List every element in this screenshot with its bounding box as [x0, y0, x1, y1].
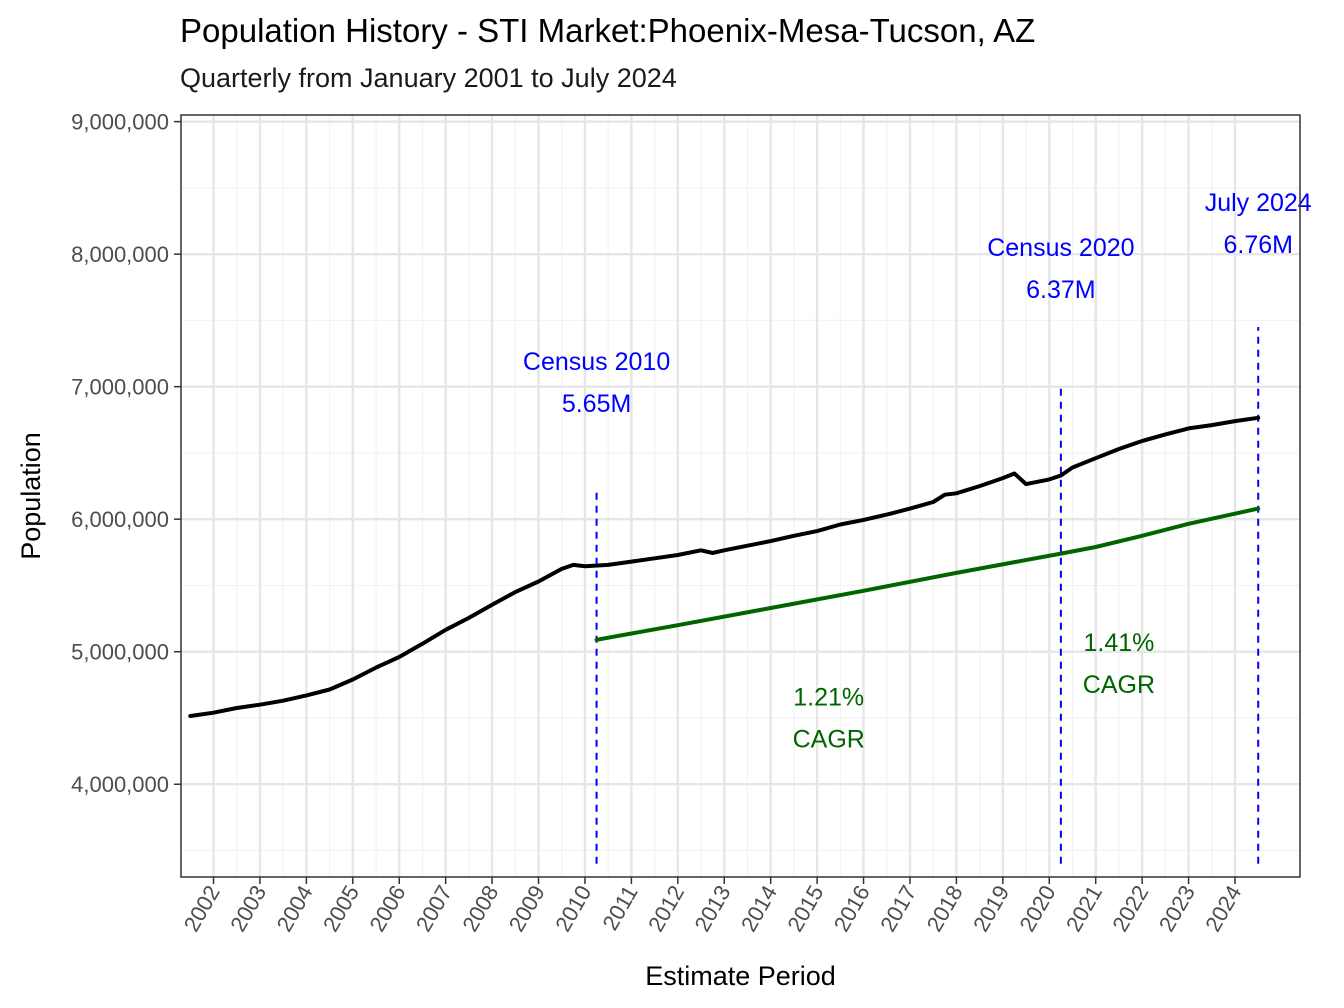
chart-subtitle: Quarterly from January 2001 to July 2024	[180, 63, 677, 93]
x-tick-label: 2013	[689, 881, 735, 936]
x-tick-label: 2008	[457, 881, 503, 936]
x-tick-label: 2014	[736, 881, 782, 936]
x-tick-label: 2021	[1061, 881, 1107, 936]
annotation-value: CAGR	[793, 725, 865, 753]
annotation-value: 5.65M	[562, 390, 631, 418]
x-tick-label: 2018	[922, 881, 968, 936]
y-tick-label: 5,000,000	[71, 640, 169, 665]
series-line	[188, 415, 1261, 718]
x-tick-label: 2004	[272, 881, 318, 936]
x-tick-label: 2024	[1200, 881, 1246, 936]
x-tick-label: 2016	[829, 881, 875, 936]
x-tick-label: 2012	[643, 881, 689, 936]
x-tick-label: 2020	[1014, 881, 1060, 936]
x-tick-label: 2007	[411, 881, 457, 936]
x-tick-label: 2017	[875, 881, 921, 936]
x-tick-label: 2011	[597, 881, 642, 934]
y-tick-label: 7,000,000	[71, 375, 169, 400]
annotation-label: Census 2010	[523, 348, 670, 376]
x-tick-label: 2003	[225, 881, 271, 936]
plot-panel-border	[180, 114, 1301, 878]
x-axis-label: Estimate Period	[645, 961, 836, 991]
x-axis: 2002 2003 2004 2005 2006 2007 2008 2009 2010 2011…	[179, 877, 1246, 936]
annotation-label: 1.21%	[793, 683, 864, 711]
x-tick-label: 2009	[504, 881, 550, 936]
y-tick-label: 4,000,000	[71, 772, 169, 797]
y-axis-label: Population	[16, 432, 46, 560]
grid-lines	[181, 115, 1300, 877]
series-group	[188, 415, 1261, 718]
annotation-label: 1.41%	[1083, 629, 1154, 657]
chart-title: Population History - STI Market:Phoenix-…	[180, 12, 1036, 49]
y-tick-label: 8,000,000	[71, 242, 169, 267]
x-tick-label: 2023	[1154, 881, 1200, 936]
y-tick-label: 9,000,000	[71, 110, 169, 135]
annotation-label: Census 2020	[987, 234, 1134, 262]
y-axis: 4,000,000 5,000,000 6,000,000 7,000,000 8,00…	[71, 110, 181, 797]
x-tick-label: 2019	[968, 881, 1014, 936]
annotation-value: CAGR	[1083, 671, 1155, 699]
annotation-label: July 2024	[1205, 189, 1312, 217]
series-line	[594, 506, 1261, 642]
x-tick-label: 2002	[179, 881, 225, 936]
annotation-value: 6.37M	[1026, 276, 1095, 304]
annotations-group: Census 2010 5.65M Census 2020 6.37M July 202…	[523, 189, 1312, 753]
annotation-value: 6.76M	[1223, 231, 1292, 259]
y-tick-label: 6,000,000	[71, 507, 169, 532]
x-tick-label: 2022	[1107, 881, 1153, 936]
x-tick-label: 2006	[364, 881, 410, 936]
x-tick-label: 2015	[782, 881, 828, 936]
x-tick-label: 2005	[318, 881, 364, 936]
x-tick-label: 2010	[550, 881, 596, 936]
